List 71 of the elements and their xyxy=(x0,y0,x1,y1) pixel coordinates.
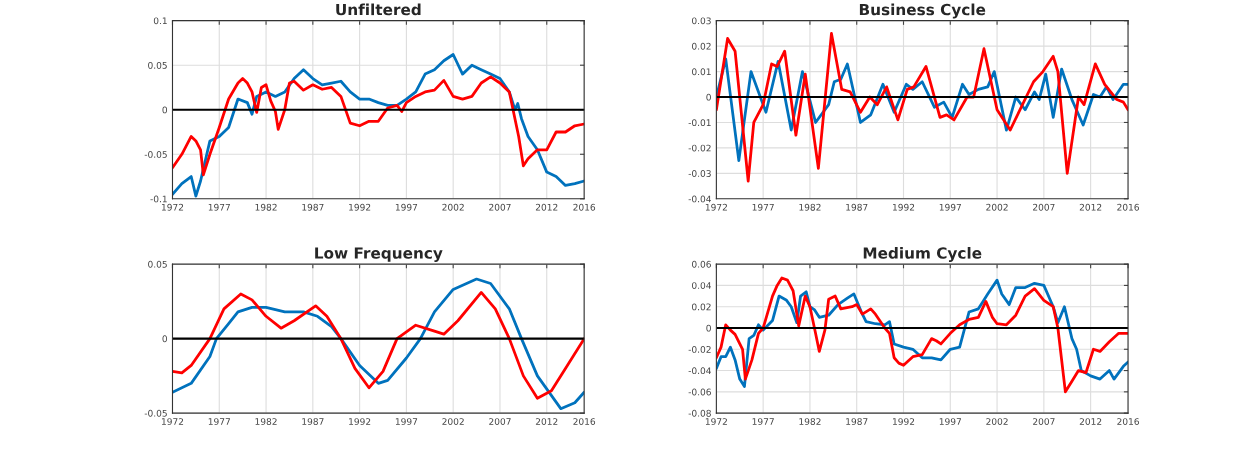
chart-title: Medium Cycle xyxy=(863,246,982,262)
x-tick-label: 1972 xyxy=(161,203,184,211)
y-tick-label: 0.1 xyxy=(153,17,167,25)
line-series xyxy=(172,75,585,177)
y-tick-label: 0.01 xyxy=(692,68,711,76)
y-tick-label: -0.06 xyxy=(688,388,711,396)
y-tick-label: -0.05 xyxy=(144,151,167,158)
x-tick-label: 2012 xyxy=(1079,203,1102,211)
x-tick-label: 2016 xyxy=(573,418,596,425)
x-tick-label: 1972 xyxy=(705,418,727,425)
chart-title: Low Frequency xyxy=(315,247,443,262)
chart-title: Unfiltered xyxy=(336,3,421,16)
y-tick-label: 0 xyxy=(706,93,711,101)
x-tick-label: 2012 xyxy=(535,203,558,211)
x-tick-label: 2016 xyxy=(1117,418,1139,425)
x-tick-label: 2002 xyxy=(986,418,1008,425)
x-tick-label: 2007 xyxy=(489,418,511,425)
y-tick-label: -0.1 xyxy=(150,195,167,203)
x-tick-label: 1997 xyxy=(395,203,418,211)
y-tick-label: 0.05 xyxy=(148,260,167,268)
line-series xyxy=(716,32,1129,183)
x-tick-label: 2002 xyxy=(442,418,464,425)
chart-title: Business Cycle xyxy=(859,3,986,19)
x-tick-label: 1992 xyxy=(893,203,915,211)
x-tick-label: 2002 xyxy=(442,203,464,211)
x-tick-label: 2002 xyxy=(986,203,1008,211)
x-tick-label: 1987 xyxy=(302,203,324,211)
x-tick-label: 1987 xyxy=(846,203,868,211)
y-tick-label: -0.01 xyxy=(688,119,711,127)
x-tick-label: 1992 xyxy=(893,418,915,425)
y-tick-label: -0.05 xyxy=(144,409,167,417)
line-series xyxy=(172,291,585,400)
y-tick-label: 0 xyxy=(706,324,711,332)
x-tick-label: 2007 xyxy=(1033,203,1055,211)
x-tick-label: 1997 xyxy=(939,418,961,425)
x-tick-label: 1982 xyxy=(799,203,821,211)
y-tick-label: 0.04 xyxy=(692,282,711,289)
x-tick-label: 1982 xyxy=(799,418,821,425)
y-tick-label: -0.08 xyxy=(688,409,711,417)
x-tick-label: 1997 xyxy=(395,418,418,425)
y-tick-label: -0.03 xyxy=(688,170,711,177)
y-tick-label: -0.02 xyxy=(688,144,711,152)
y-tick-label: 0.05 xyxy=(148,61,167,69)
y-tick-label: 0.06 xyxy=(692,260,711,268)
x-tick-label: 2012 xyxy=(1079,418,1102,425)
y-tick-label: -0.04 xyxy=(688,367,711,375)
x-tick-label: 1982 xyxy=(255,418,277,425)
y-tick-label: 0 xyxy=(162,335,168,343)
x-tick-label: 1972 xyxy=(705,203,727,211)
x-tick-label: 1992 xyxy=(349,203,371,211)
y-tick-label: -0.02 xyxy=(688,346,711,353)
x-tick-label: 1987 xyxy=(302,418,324,425)
x-tick-label: 1977 xyxy=(752,418,774,425)
x-tick-label: 1972 xyxy=(161,418,184,425)
x-tick-label: 2007 xyxy=(1033,418,1055,425)
y-tick-label: 0.02 xyxy=(692,303,711,311)
y-tick-label: 0 xyxy=(162,106,168,114)
x-tick-label: 2007 xyxy=(489,203,511,211)
x-tick-label: 1977 xyxy=(208,418,230,425)
x-tick-label: 1997 xyxy=(939,203,961,211)
x-tick-label: 2016 xyxy=(573,203,596,211)
x-tick-label: 1987 xyxy=(846,418,868,425)
x-tick-label: 1977 xyxy=(752,203,774,211)
x-tick-label: 2012 xyxy=(535,418,558,425)
x-tick-label: 1977 xyxy=(208,203,230,211)
y-tick-label: 0.02 xyxy=(692,42,711,50)
y-tick-label: -0.04 xyxy=(688,195,711,203)
x-tick-label: 1992 xyxy=(349,418,371,425)
x-tick-label: 1982 xyxy=(255,203,277,211)
x-tick-label: 2016 xyxy=(1117,203,1139,211)
y-tick-label: 0.03 xyxy=(692,17,711,25)
